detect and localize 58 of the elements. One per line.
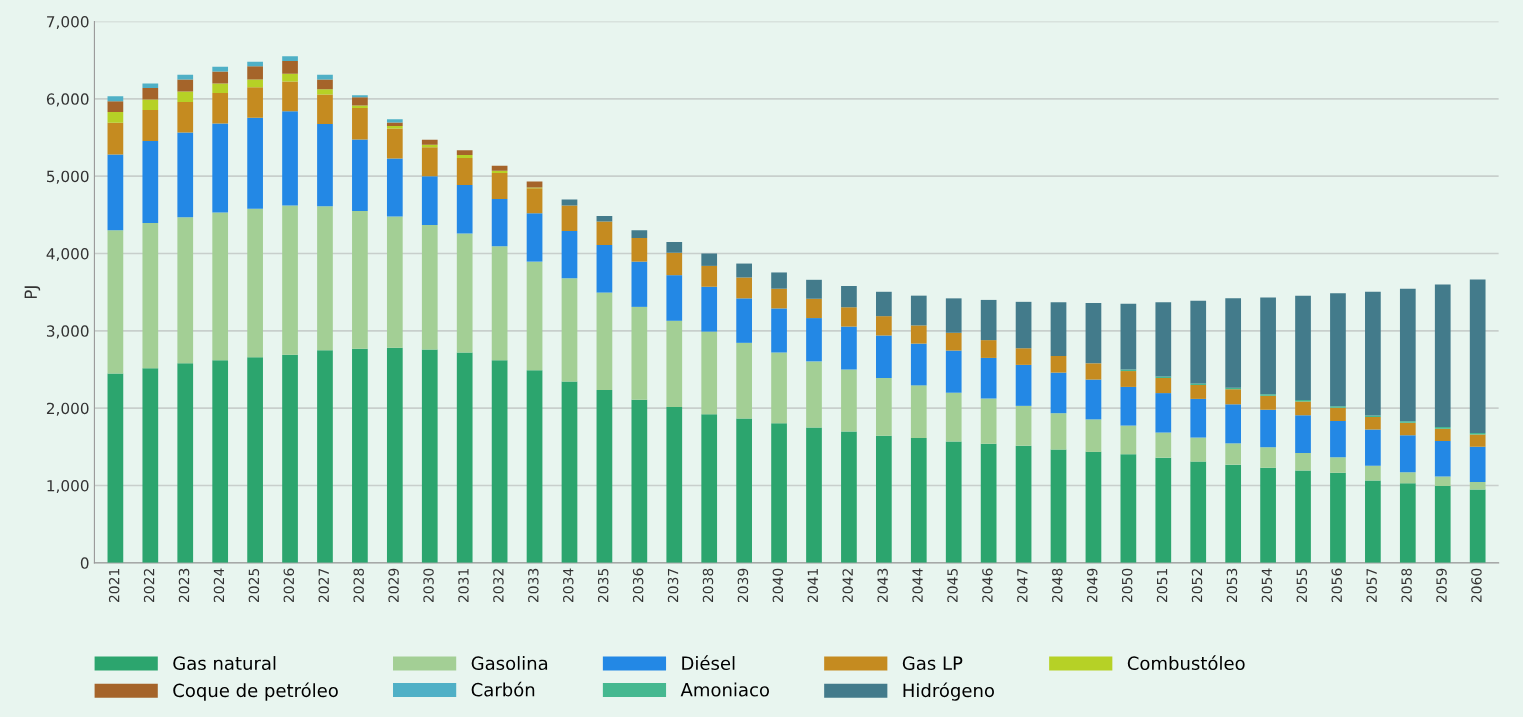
x-tick-label: 2043 [877, 568, 888, 603]
x-tick-label: 2041 [807, 568, 819, 603]
x-tick-label: 2025 [248, 568, 260, 603]
y-tick-label: 4,000 [46, 247, 89, 262]
x-tick-label: 2033 [528, 568, 539, 603]
legend-label: Combustóleo [1127, 655, 1245, 671]
x-tick-label: 2039 [737, 568, 749, 603]
y-tick-label: 5,000 [47, 170, 89, 184]
legend-label: Amoniaco [680, 682, 769, 697]
x-tick-label: 2051 [1156, 568, 1168, 603]
x-tick-label: 2049 [1086, 568, 1098, 603]
x-tick-label: 2058 [1401, 568, 1412, 603]
x-tick-label: 2050 [1121, 568, 1133, 603]
x-tick-label: 2059 [1436, 568, 1447, 603]
legend-label: Gasolina [471, 656, 548, 671]
y-tick-label: 7,000 [47, 15, 89, 30]
x-tick-label: 2060 [1471, 568, 1482, 603]
x-tick-label: 2042 [842, 569, 853, 603]
x-tick-label: 2037 [667, 568, 679, 603]
x-tick-label: 2021 [108, 568, 120, 603]
x-tick-label: 2028 [353, 568, 364, 603]
x-tick-label: 2027 [318, 568, 329, 603]
legend-label: Hidrógeno [903, 682, 994, 701]
x-tick-label: 2032 [493, 569, 504, 603]
legend-label: Coque de petróleo [173, 682, 338, 701]
x-tick-label: 2055 [1296, 568, 1308, 603]
legend-label: Gas natural [173, 656, 276, 671]
y-tick-label: 0 [80, 557, 89, 569]
x-tick-label: 2040 [772, 568, 784, 603]
x-tick-label: 2038 [702, 568, 714, 603]
legend-label: Diésel [682, 655, 735, 671]
x-tick-label: 2035 [597, 568, 609, 603]
x-tick-label: 2031 [458, 568, 469, 603]
x-tick-label: 2026 [283, 568, 295, 603]
x-tick-label: 2057 [1366, 568, 1377, 603]
x-tick-label: 2030 [423, 568, 434, 603]
x-tick-label: 2052 [1191, 569, 1203, 603]
x-tick-label: 2046 [982, 568, 993, 603]
legend-label: Gas LP [902, 656, 963, 671]
x-tick-label: 2022 [143, 569, 155, 603]
y-tick-label: 2,000 [46, 402, 89, 416]
x-tick-label: 2023 [178, 568, 190, 603]
x-tick-label: 2045 [947, 568, 958, 603]
x-tick-label: 2024 [213, 568, 225, 603]
x-tick-label: 2048 [1052, 568, 1063, 603]
x-tick-label: 2029 [388, 568, 399, 603]
x-tick-label: 2053 [1226, 568, 1238, 603]
y-tick-label: 1,000 [47, 479, 89, 494]
y-tick-label: 6,000 [46, 93, 89, 107]
legend-label: Carbón [471, 681, 535, 697]
x-tick-label: 2034 [563, 568, 574, 603]
x-tick-label: 2054 [1261, 568, 1273, 603]
x-tick-label: 2036 [632, 568, 644, 603]
x-tick-label: 2047 [1017, 568, 1028, 603]
x-tick-label: 2056 [1331, 568, 1342, 603]
y-axis-title: PJ [24, 286, 41, 299]
x-tick-label: 2044 [912, 568, 923, 603]
y-tick-label: 3,000 [46, 325, 89, 339]
